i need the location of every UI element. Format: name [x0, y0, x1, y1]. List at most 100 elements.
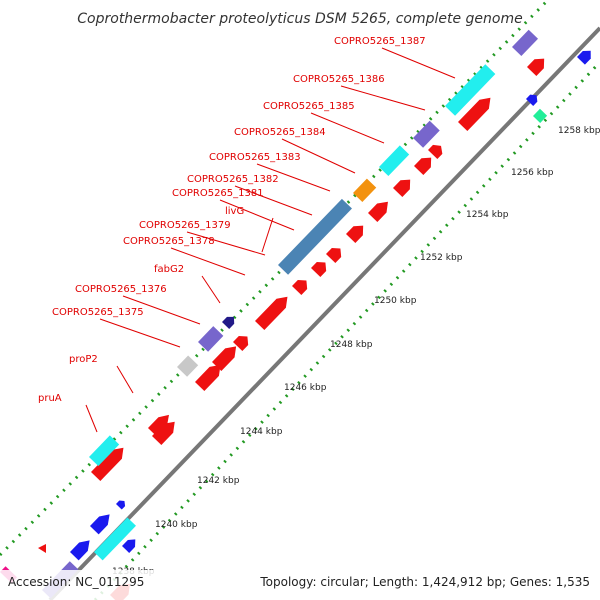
leader-line: [219, 199, 295, 231]
leader-line: [116, 365, 134, 394]
gene-feature: [278, 198, 352, 275]
tick-label: 1256 kbp: [511, 168, 554, 178]
gene-label: COPRO5265_1385: [263, 101, 355, 112]
gene-arrow: [414, 157, 432, 176]
gene-label: COPRO5265_1375: [52, 307, 144, 318]
gene-arrow: [91, 447, 124, 482]
gene-arrow: [311, 261, 327, 278]
leader-line: [261, 217, 274, 253]
gene-arrow: [393, 179, 411, 198]
tick-label: 1258 kbp: [558, 126, 600, 136]
gene-feature: [413, 120, 440, 148]
gene-arrow: [326, 247, 342, 264]
gene-arrow: [148, 414, 169, 437]
backbone: [48, 26, 600, 600]
gene-feature: [233, 335, 249, 352]
tick-label: 1240 kbp: [155, 520, 198, 530]
leader-line: [310, 112, 385, 144]
gene-block: [379, 145, 410, 177]
gene-arrow: [222, 316, 235, 329]
gene-block: [198, 326, 224, 352]
gene-label: proP2: [69, 354, 98, 365]
gene-feature: [116, 500, 126, 510]
gene-arrow: [458, 97, 491, 132]
gene-feature: [428, 144, 443, 160]
leader-line: [381, 47, 456, 79]
gene-label: COPRO5265_1384: [234, 127, 326, 138]
feature-track: [0, 29, 591, 600]
gene-arrow: [90, 514, 110, 535]
gene-feature: [353, 178, 377, 203]
gene-label: COPRO5265_1387: [334, 36, 426, 47]
gene-block: [94, 517, 136, 561]
leader-line: [85, 404, 98, 433]
gene-label: COPRO5265_1381: [172, 188, 264, 199]
tick-label: 1244 kbp: [240, 427, 283, 437]
gene-block: [533, 108, 548, 123]
outer-dots: [0, 0, 550, 557]
gene-feature: [212, 346, 237, 372]
gene-arrow: [116, 500, 126, 510]
gene-feature: [379, 145, 410, 177]
tick-label: 1250 kbp: [374, 296, 417, 306]
gene-feature: [222, 316, 235, 329]
gene-arrow: [195, 364, 221, 392]
leader-line: [340, 85, 426, 111]
gene-labels: COPRO5265_1387 COPRO5265_1386 COPRO5265_13…: [38, 36, 456, 433]
leader-line: [281, 138, 356, 174]
tick-label: 1252 kbp: [420, 253, 463, 263]
leader-line: [99, 318, 181, 348]
leader-line: [170, 247, 246, 276]
gene-feature: [70, 540, 90, 561]
small-arrow: [38, 544, 46, 553]
gene-arrow: [233, 335, 249, 352]
gene-label: livG: [225, 206, 244, 217]
gene-block: [413, 120, 440, 148]
gene-arrow: [70, 540, 90, 561]
gene-label: COPRO5265_1379: [139, 220, 231, 231]
gene-arrow: [122, 539, 136, 553]
leader-line: [122, 295, 201, 325]
gene-feature: [393, 179, 411, 198]
gene-arrow: [152, 421, 175, 446]
leader-line: [234, 185, 313, 216]
gene-feature: [445, 64, 496, 116]
genome-info-text: Topology: circular; Length: 1,424,912 bp…: [259, 575, 590, 589]
gene-feature: [255, 296, 288, 331]
gene-arrow: [428, 144, 443, 160]
gene-feature: [195, 364, 221, 392]
gene-feature: [326, 247, 342, 264]
gene-feature: [292, 279, 308, 296]
gene-arrow: [212, 346, 237, 372]
gene-arrow: [577, 50, 591, 65]
gene-feature: [177, 355, 199, 377]
accession-text: Accession: NC_011295: [8, 575, 144, 589]
gene-block: [89, 435, 120, 467]
gene-feature: [311, 261, 327, 278]
gene-arrow: [527, 58, 545, 77]
gene-feature: [512, 29, 539, 57]
gene-feature: [368, 201, 388, 223]
leader-line: [186, 231, 266, 256]
tick-label: 1242 kbp: [197, 476, 240, 486]
gene-block: [512, 29, 539, 57]
gene-feature: [346, 225, 364, 244]
gene-arrow: [255, 296, 288, 331]
gene-feature: [91, 447, 124, 482]
gene-feature: [94, 517, 136, 561]
gene-block: [278, 198, 352, 275]
gene-feature: [533, 108, 548, 123]
gene-feature: [526, 94, 538, 106]
gene-feature: [89, 435, 120, 467]
gene-arrow: [346, 225, 364, 244]
gene-arrow: [526, 94, 538, 106]
gene-label: COPRO5265_1378: [123, 236, 215, 247]
gene-feature: [122, 539, 136, 553]
leader-line: [201, 275, 221, 304]
gene-feature: [198, 326, 224, 352]
gene-block: [445, 64, 496, 116]
gene-feature: [90, 514, 110, 535]
footer-bar: Accession: NC_011295 Topology: circular;…: [0, 570, 600, 600]
